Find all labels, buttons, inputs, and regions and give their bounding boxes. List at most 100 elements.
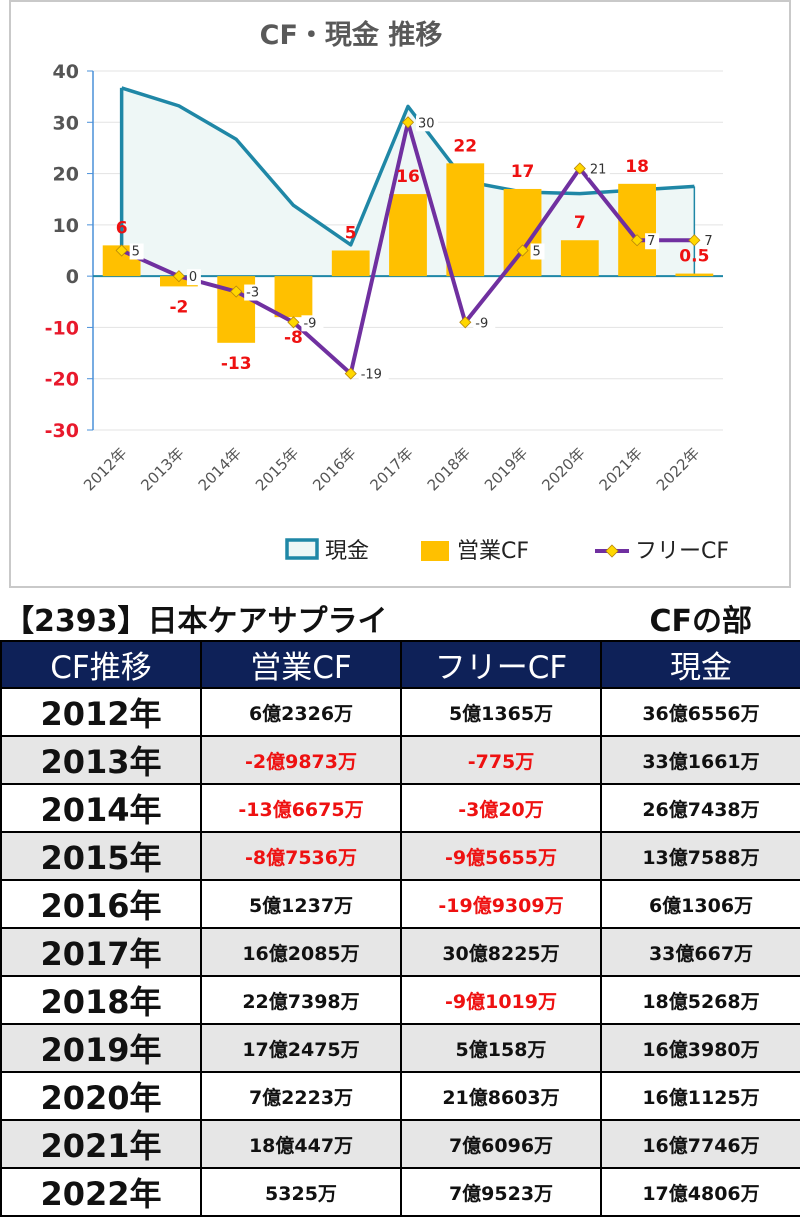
x-tick-label: 2013年 — [137, 444, 187, 494]
free-cf-data-label: -9 — [475, 316, 488, 331]
operating-cf-cell: 16億2085万 — [200, 927, 402, 977]
year-cell: 2019年 — [0, 1023, 202, 1073]
table-row: 2014年 -13億6675万 -3億20万 26億7438万 — [0, 783, 800, 833]
year-cell: 2014年 — [0, 783, 202, 833]
free-cf-marker — [573, 162, 586, 175]
free-cf-label-bg — [645, 233, 660, 250]
cash-cell: 6億1306万 — [600, 879, 800, 929]
table-row: 2017年 16億2085万 30億8225万 33億667万 — [0, 927, 800, 977]
cash-cell: 16億7746万 — [600, 1119, 800, 1169]
free-cf-cell: 5億158万 — [400, 1023, 602, 1073]
operating-cf-data-label: 17 — [511, 162, 535, 182]
table-row: 2019年 17億2475万 5億158万 16億3980万 — [0, 1023, 800, 1073]
year-cell: 2013年 — [0, 735, 202, 785]
cash-cell: 13億7588万 — [600, 831, 800, 881]
col-header-free-cf: フリーCF — [400, 640, 602, 689]
cash-cell: 16億3980万 — [600, 1023, 800, 1073]
table-row: 2013年 -2億9873万 -775万 33億1661万 — [0, 735, 800, 785]
y-tick-label: -10 — [45, 317, 79, 339]
operating-cf-bar — [446, 163, 485, 277]
free-cf-marker — [172, 270, 185, 283]
free-cf-data-label: 21 — [590, 162, 607, 177]
free-cf-cell: -775万 — [400, 735, 602, 785]
table-header-row: CF推移 営業CF フリーCF 現金 — [0, 640, 800, 689]
x-tick-label: 2012年 — [80, 444, 130, 494]
free-cf-label-bg — [358, 366, 389, 383]
operating-cf-data-label: -8 — [284, 328, 303, 348]
legend-label-cash: 現金 — [325, 539, 369, 564]
operating-cf-data-label: -13 — [221, 354, 252, 374]
free-cf-cell: -3億20万 — [400, 783, 602, 833]
free-cf-data-label: -19 — [361, 368, 382, 383]
y-tick-label: 10 — [53, 215, 79, 237]
table-header-line: 【2393】日本ケアサプライ CFの部 — [0, 596, 800, 640]
table-subtitle: CFの部 — [649, 604, 752, 639]
free-cf-cell: -9億5655万 — [400, 831, 602, 881]
legend-swatch-cash — [285, 538, 319, 560]
legend-label-free-cf: フリーCF — [635, 539, 729, 564]
cash-area-fill — [121, 87, 695, 277]
legend-label-operating-cf: 営業CF — [457, 539, 529, 564]
free-cf-marker — [459, 316, 472, 329]
operating-cf-data-label: 16 — [396, 167, 420, 187]
y-tick-label: -30 — [45, 420, 79, 442]
y-tick-label: -20 — [45, 369, 79, 391]
free-cf-label-bg — [301, 315, 324, 332]
table-row: 2021年 18億447万 7億6096万 16億7746万 — [0, 1119, 800, 1169]
cash-cell: 26億7438万 — [600, 783, 800, 833]
free-cf-cell: -19億9309万 — [400, 879, 602, 929]
table-row: 2020年 7億2223万 21億8603万 16億1125万 — [0, 1071, 800, 1121]
col-header-cf-trend: CF推移 — [0, 640, 202, 689]
year-cell: 2017年 — [0, 927, 202, 977]
table-title: 【2393】日本ケアサプライ — [4, 604, 388, 639]
chart-title: CF・現金 推移 — [260, 19, 443, 51]
free-cf-marker — [688, 234, 701, 247]
cf-cash-chart: CF・現金 推移403020100-10-20-306-2-13-8516221… — [45, 19, 729, 564]
cash-cell: 18億5268万 — [600, 975, 800, 1025]
operating-cf-cell: 5億1237万 — [200, 879, 402, 929]
free-cf-marker — [230, 285, 243, 298]
free-cf-cell: 30億8225万 — [400, 927, 602, 977]
free-cf-data-label: 5 — [132, 245, 140, 260]
operating-cf-cell: 22億7398万 — [200, 975, 402, 1025]
cash-cell: 33億667万 — [600, 927, 800, 977]
free-cf-label-bg — [244, 284, 267, 301]
year-cell: 2020年 — [0, 1071, 202, 1121]
free-cf-marker — [401, 116, 415, 129]
operating-cf-data-label: 5 — [345, 224, 357, 244]
table-body: 2012年 6億2326万 5億1365万 36億6556万 2013年 -2億9873万… — [0, 687, 800, 1217]
operating-cf-cell: 7億2223万 — [200, 1071, 402, 1121]
y-tick-label: 20 — [53, 164, 79, 186]
free-cf-marker — [115, 244, 128, 257]
col-header-cash: 現金 — [600, 640, 800, 689]
cash-cell: 17億4806万 — [600, 1167, 800, 1217]
operating-cf-bar — [560, 240, 599, 277]
free-cf-cell: 7億9523万 — [400, 1167, 602, 1217]
x-tick-label: 2018年 — [424, 444, 474, 494]
x-tick-label: 2022年 — [653, 444, 703, 494]
free-cf-marker — [631, 234, 644, 247]
operating-cf-bar — [331, 250, 370, 277]
y-tick-label: 40 — [53, 61, 79, 83]
free-cf-cell: 21億8603万 — [400, 1071, 602, 1121]
cf-table: CF推移 営業CF フリーCF 現金 2012年 6億2326万 5億1365万 36… — [0, 640, 800, 1217]
free-cf-data-label: 0 — [189, 270, 197, 285]
y-tick-label: 30 — [53, 112, 79, 134]
free-cf-label-bg — [702, 233, 717, 250]
x-tick-label: 2015年 — [252, 444, 302, 494]
operating-cf-data-label: 7 — [574, 213, 586, 233]
free-cf-cell: -9億1019万 — [400, 975, 602, 1025]
free-cf-label-bg — [129, 243, 144, 260]
table-row: 2012年 6億2326万 5億1365万 36億6556万 — [0, 687, 800, 737]
x-tick-label: 2017年 — [366, 444, 416, 494]
operating-cf-cell: 17億2475万 — [200, 1023, 402, 1073]
free-cf-data-label: 5 — [533, 245, 541, 260]
x-tick-label: 2014年 — [195, 444, 245, 494]
year-cell: 2021年 — [0, 1119, 202, 1169]
x-tick-label: 2016年 — [309, 444, 359, 494]
operating-cf-data-label: 6 — [116, 218, 128, 238]
free-cf-marker — [516, 244, 529, 257]
cash-cell: 36億6556万 — [600, 687, 800, 737]
legend-swatch-free-cf-marker — [605, 544, 619, 558]
free-cf-cell: 5億1365万 — [400, 687, 602, 737]
